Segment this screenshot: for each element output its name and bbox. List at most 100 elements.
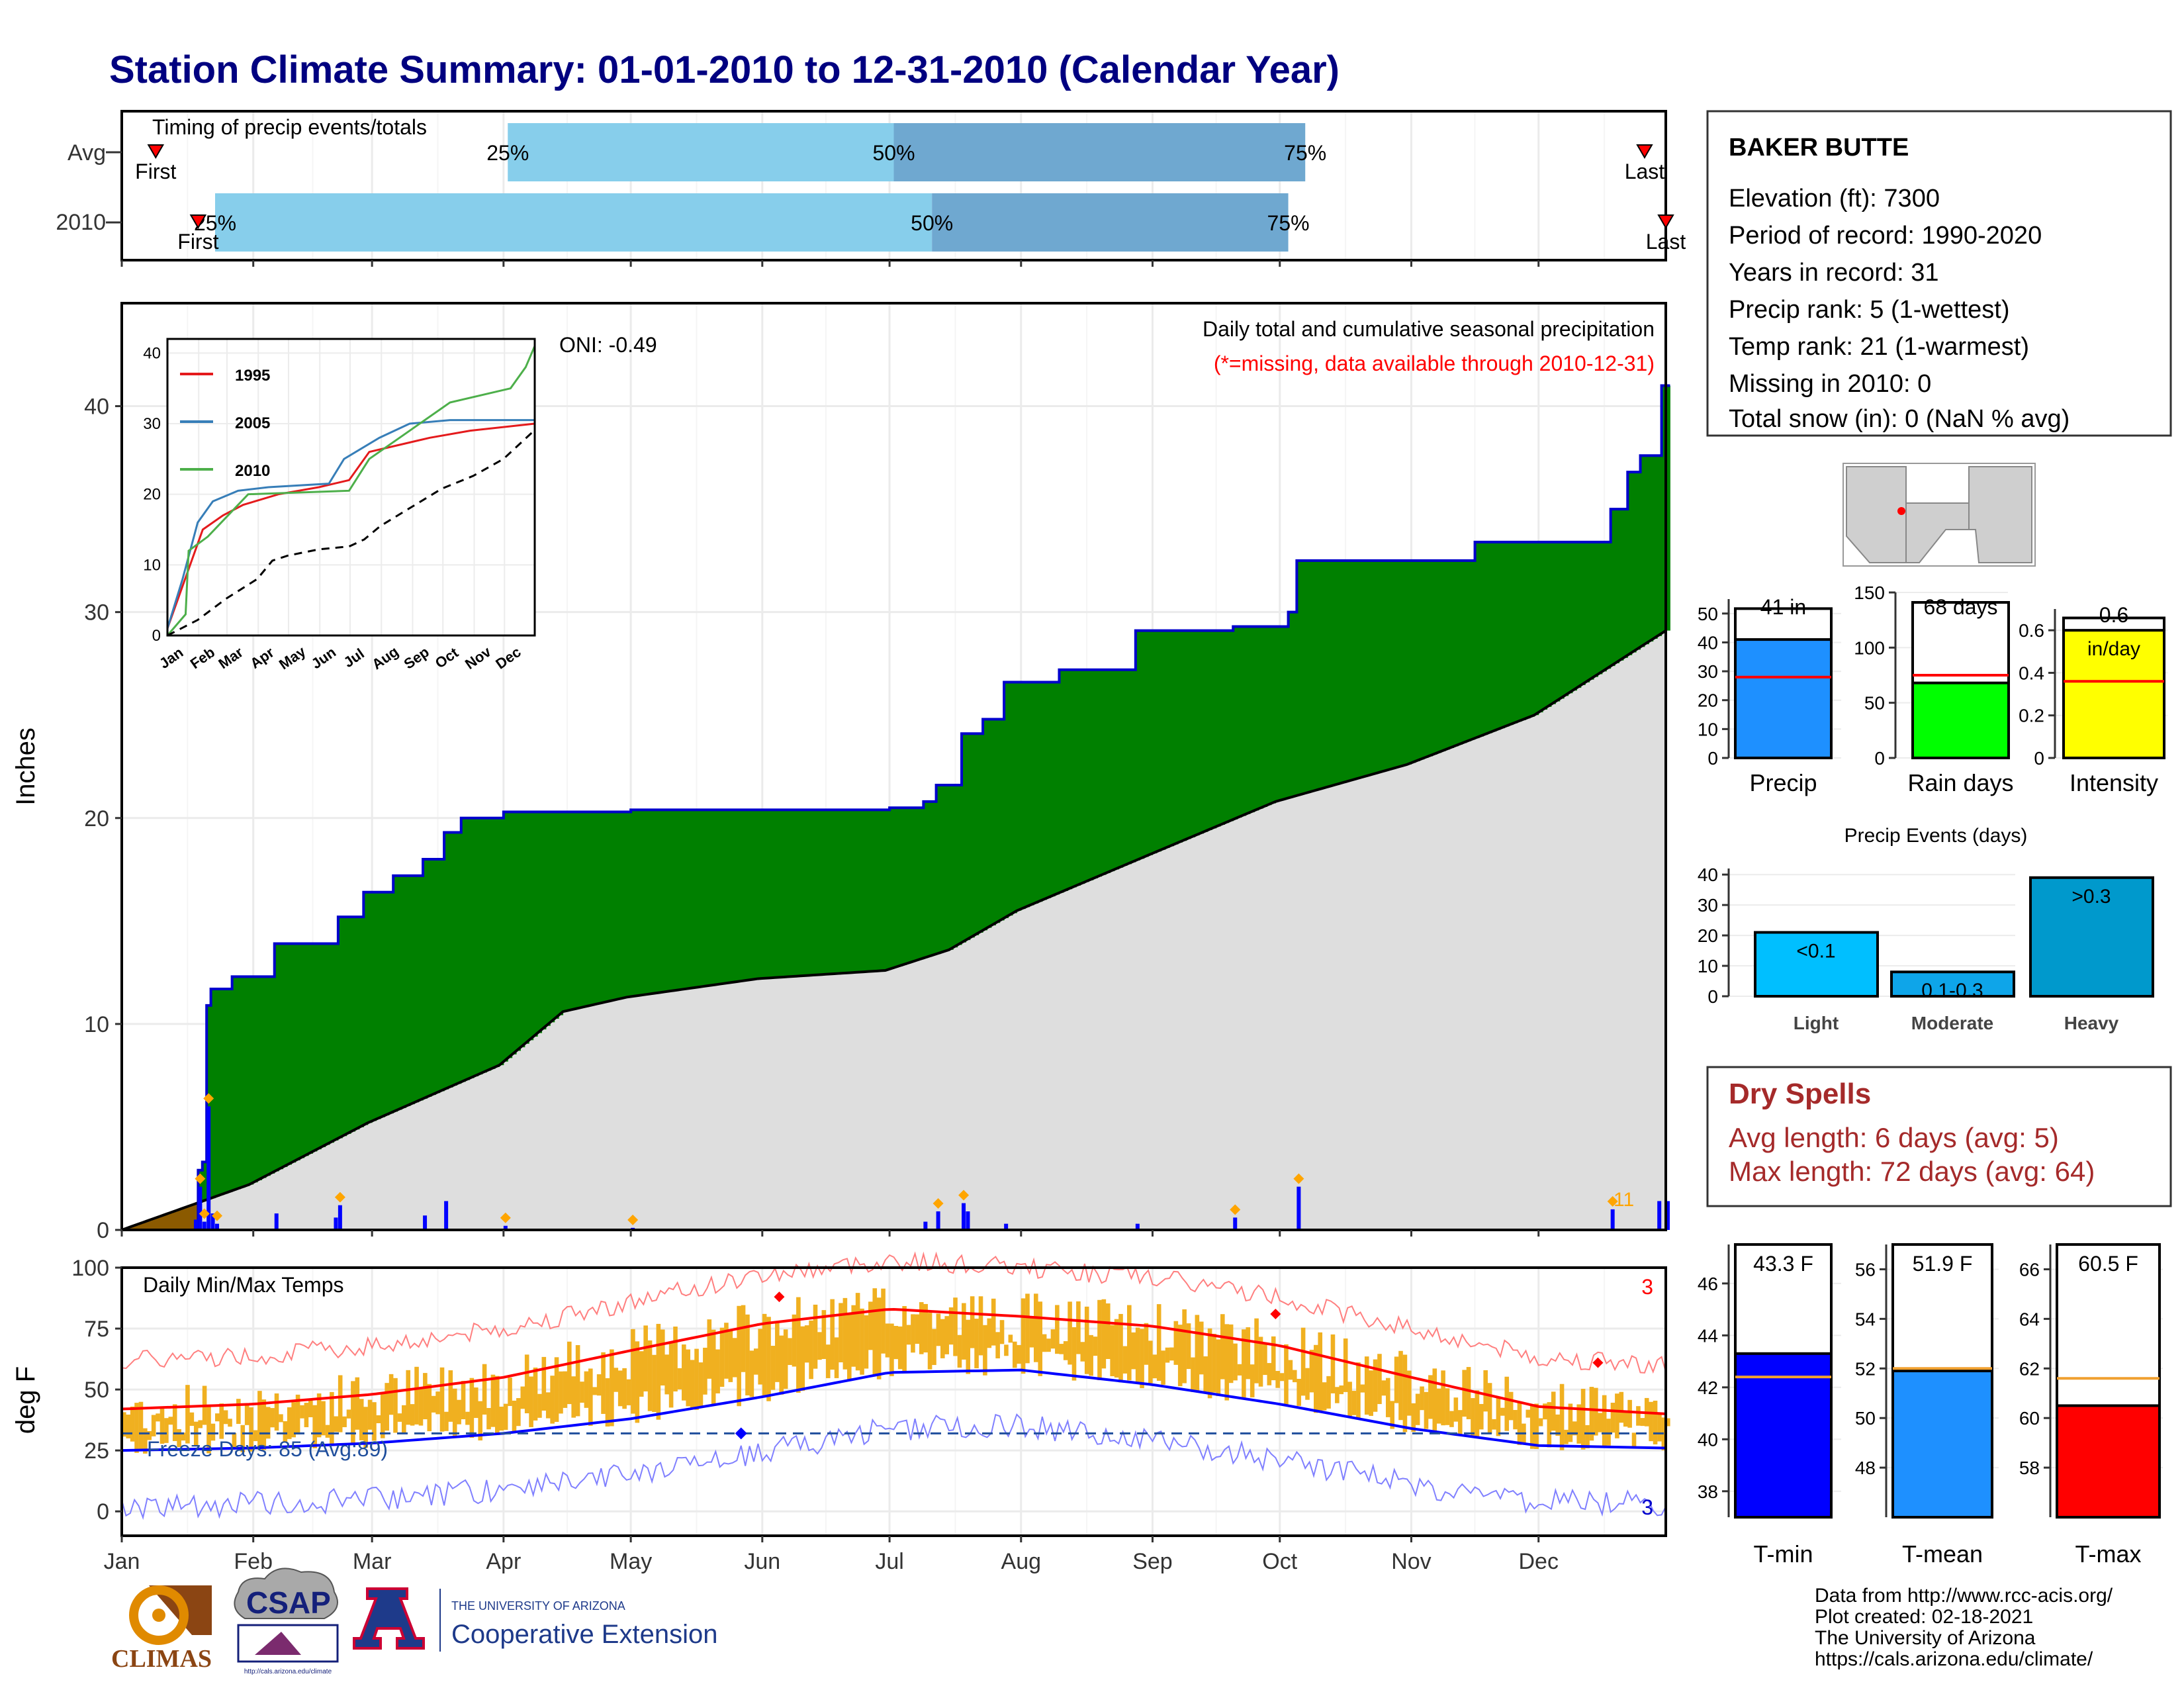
daily-temp-range bbox=[919, 1302, 924, 1354]
daily-temp-range bbox=[724, 1323, 729, 1379]
daily-temp-range bbox=[1292, 1370, 1297, 1383]
daily-temp-range bbox=[1284, 1344, 1289, 1406]
timing-bar-late bbox=[893, 123, 1306, 181]
daily-temp-range bbox=[864, 1315, 869, 1369]
daily-temp-range bbox=[766, 1317, 771, 1401]
precip-total-category-label: Precip bbox=[1749, 769, 1817, 796]
daily-temp-range bbox=[703, 1347, 707, 1395]
daily-precip-bar bbox=[1233, 1217, 1238, 1230]
daily-temp-range bbox=[1233, 1343, 1238, 1381]
daily-temp-range bbox=[1445, 1388, 1450, 1425]
daily-temp-range bbox=[1602, 1395, 1607, 1447]
daily-temp-range bbox=[834, 1337, 839, 1378]
daily-temp-range bbox=[1585, 1425, 1590, 1448]
daily-temp-range bbox=[393, 1378, 398, 1433]
daily-temp-range bbox=[1394, 1356, 1399, 1403]
precip-total-y-tick-label: 40 bbox=[1698, 632, 1718, 653]
daily-temp-range bbox=[800, 1326, 805, 1391]
daily-temp-range bbox=[486, 1407, 491, 1430]
daily-temp-range bbox=[1165, 1347, 1170, 1363]
daily-temp-range bbox=[1122, 1346, 1128, 1374]
daily-temp-range bbox=[1309, 1350, 1314, 1393]
daily-temp-range bbox=[622, 1368, 627, 1409]
daily-temp-range bbox=[911, 1314, 915, 1353]
daily-temp-range bbox=[457, 1399, 461, 1425]
daily-temp-range bbox=[1242, 1329, 1246, 1398]
daily-temp-range bbox=[1475, 1390, 1480, 1438]
daily-temp-range bbox=[809, 1320, 813, 1380]
event-marker bbox=[627, 1214, 639, 1225]
daily-temp-range bbox=[1021, 1298, 1026, 1374]
inset-y-tick-label: 10 bbox=[143, 556, 161, 574]
daily-temp-range bbox=[1649, 1401, 1653, 1442]
daily-temp-range bbox=[130, 1406, 135, 1442]
daily-temp-range bbox=[1564, 1429, 1569, 1444]
timing-bar-early bbox=[508, 123, 894, 181]
daily-temp-range bbox=[804, 1325, 809, 1363]
daily-temp-range bbox=[974, 1319, 979, 1369]
daily-temp-range bbox=[758, 1329, 763, 1385]
month-label: Sep bbox=[1132, 1549, 1173, 1574]
daily-temp-range bbox=[533, 1367, 538, 1421]
daily-temp-range bbox=[1314, 1344, 1318, 1413]
daily-temp-range bbox=[316, 1393, 322, 1438]
month-label: Jul bbox=[875, 1549, 903, 1574]
tmean-y-tick-label: 48 bbox=[1855, 1458, 1876, 1478]
daily-temp-range bbox=[1275, 1371, 1280, 1388]
month-label: Nov bbox=[1391, 1549, 1431, 1574]
daily-temp-range bbox=[287, 1407, 292, 1439]
event-marker bbox=[1230, 1204, 1241, 1215]
daily-temp-range bbox=[1228, 1324, 1234, 1383]
timing-pct-label: 50% bbox=[872, 141, 915, 165]
intensity-category-label: Intensity bbox=[2070, 769, 2158, 796]
daily-temp-range bbox=[987, 1318, 992, 1348]
inset-month-label: Aug bbox=[369, 643, 401, 673]
daily-temp-range bbox=[1089, 1335, 1093, 1376]
daily-temp-range bbox=[1347, 1382, 1352, 1417]
daily-temp-range bbox=[1487, 1383, 1492, 1434]
daily-temp-range bbox=[1148, 1340, 1153, 1383]
daily-temp-range bbox=[274, 1393, 279, 1431]
inset-month-label: Dec bbox=[492, 643, 523, 673]
daily-temp-range bbox=[1216, 1339, 1221, 1397]
precip-missing-note: (*=missing, data available through 2010-… bbox=[1214, 352, 1655, 375]
events-y-tick-label: 30 bbox=[1698, 895, 1718, 915]
daily-temp-range bbox=[1038, 1301, 1043, 1376]
daily-temp-range bbox=[999, 1320, 1005, 1344]
last-event-marker bbox=[1657, 214, 1674, 229]
daily-temp-range bbox=[1305, 1368, 1310, 1400]
month-label: Dec bbox=[1518, 1549, 1558, 1574]
credit-line: Data from http://www.rcc-acis.org/ bbox=[1815, 1585, 2113, 1607]
daily-temp-range bbox=[1279, 1373, 1285, 1382]
average-tmax-line bbox=[121, 1307, 1666, 1415]
daily-temp-range bbox=[452, 1388, 457, 1437]
daily-temp-range bbox=[122, 1412, 126, 1437]
daily-temp-range bbox=[635, 1341, 640, 1423]
month-label: Apr bbox=[486, 1549, 521, 1574]
daily-temp-range bbox=[1457, 1410, 1463, 1434]
daily-temp-range bbox=[1097, 1299, 1102, 1381]
daily-precip-bar bbox=[423, 1215, 428, 1230]
daily-temp-range bbox=[749, 1350, 754, 1397]
daily-temp-range bbox=[1653, 1400, 1658, 1444]
timing-row-avg: Avg bbox=[68, 140, 106, 165]
daily-temp-range bbox=[1436, 1388, 1441, 1424]
daily-precip-bar bbox=[210, 1213, 215, 1230]
daily-temp-range bbox=[575, 1345, 580, 1417]
intensity-value-label: 0.6 bbox=[2099, 603, 2128, 627]
dry-spells-max: Max length: 72 days (avg: 64) bbox=[1729, 1156, 2095, 1187]
daily-precip-bar bbox=[193, 1219, 198, 1230]
daily-temp-range bbox=[610, 1349, 614, 1427]
daily-temp-range bbox=[435, 1391, 440, 1415]
daily-temp-range bbox=[1627, 1399, 1632, 1428]
daily-temp-range bbox=[253, 1430, 258, 1442]
intensity-y-tick-label: 0 bbox=[2034, 748, 2044, 769]
daily-temp-range bbox=[737, 1305, 741, 1407]
daily-temp-range bbox=[1335, 1387, 1340, 1403]
daily-temp-range bbox=[821, 1310, 827, 1360]
dry-spells-title: Dry Spells bbox=[1729, 1078, 1871, 1110]
daily-temp-range bbox=[372, 1402, 377, 1441]
event-marker bbox=[212, 1210, 223, 1221]
daily-temp-range bbox=[1152, 1354, 1158, 1379]
intensity-bar bbox=[2062, 629, 2165, 760]
